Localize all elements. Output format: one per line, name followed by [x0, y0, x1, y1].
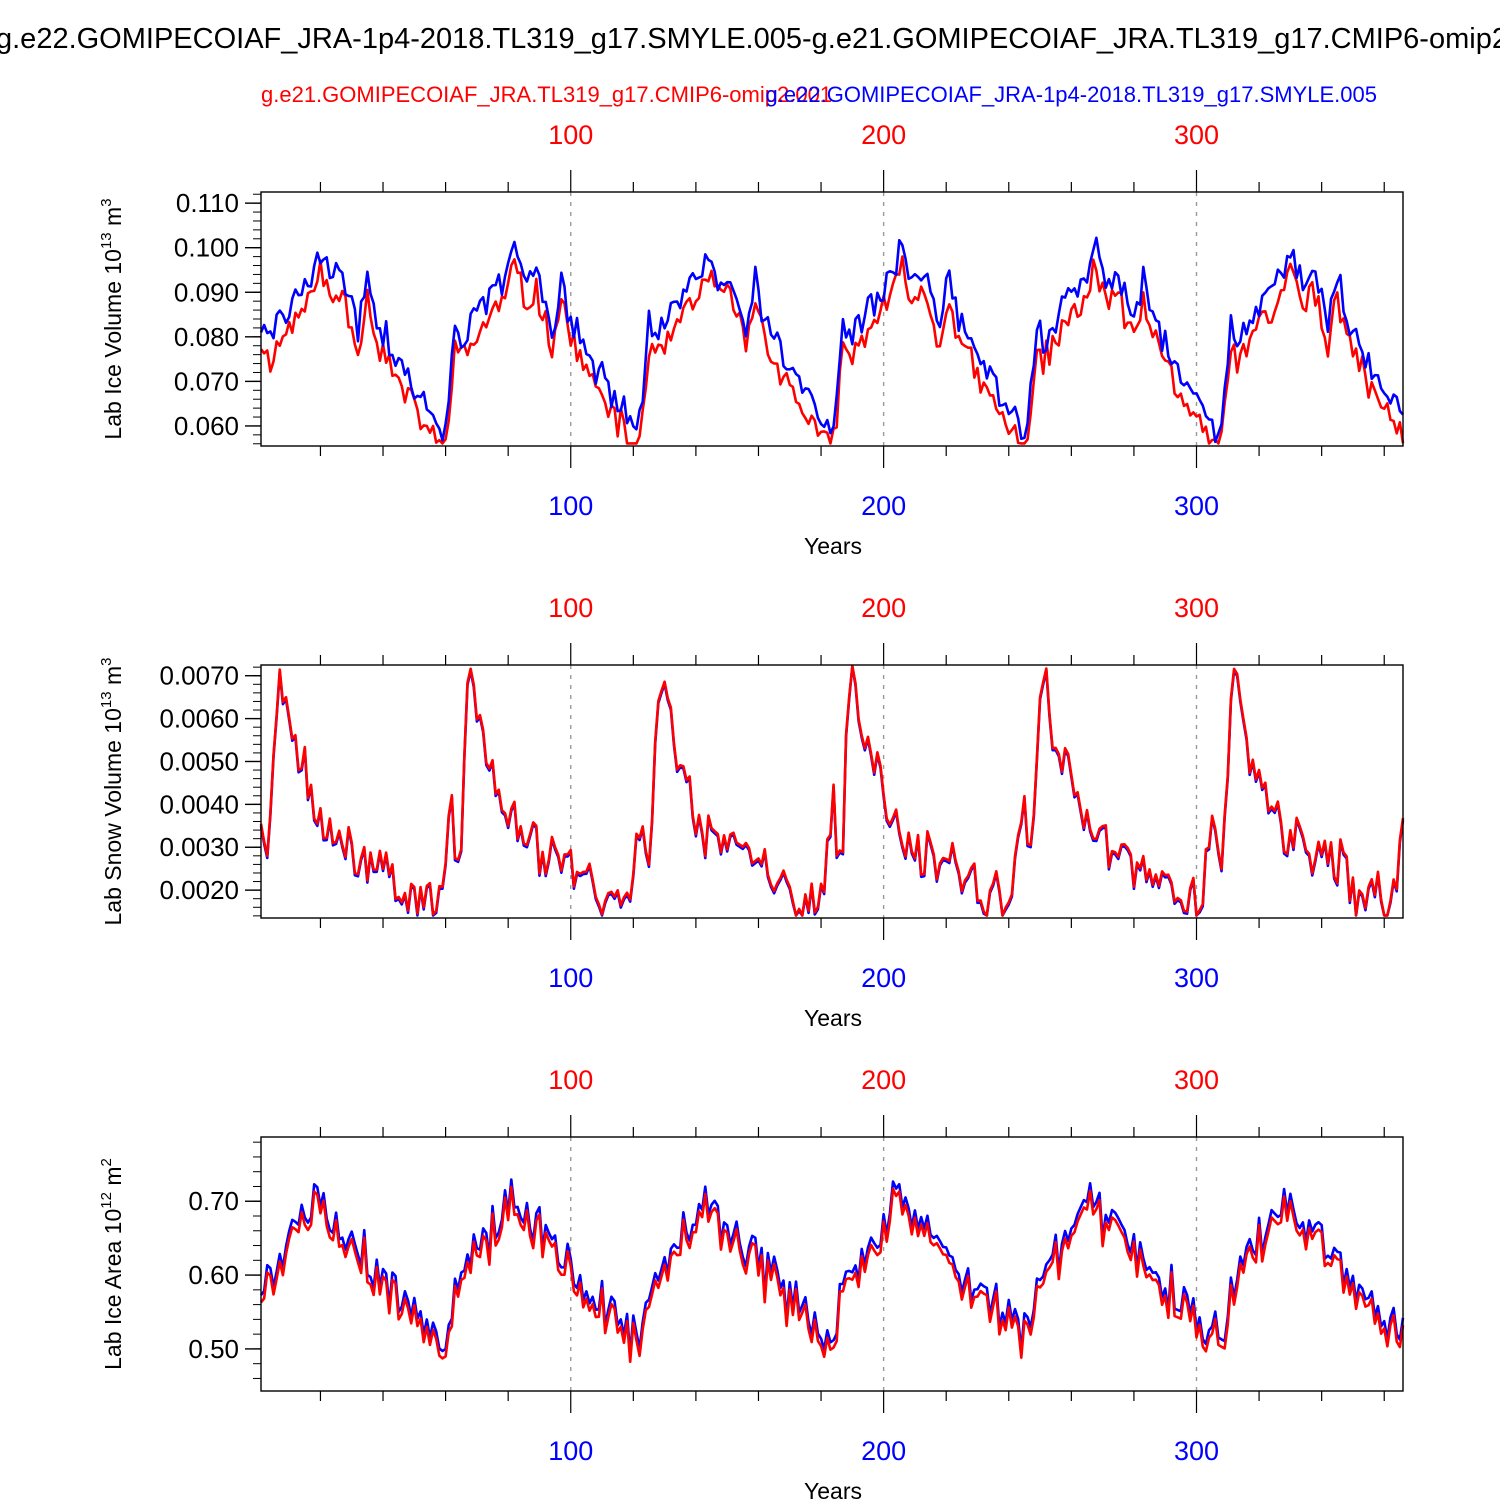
panel-ice-area: 0.50 0.60 0.70 100 200 300 100 200 300 Years Lab I…: [98, 1065, 1405, 1500]
ice-area-series-blue-line: [259, 1178, 1405, 1356]
ice-area-x-top-tick-label: 300: [1174, 1065, 1219, 1095]
snow-volume-x-bottom-tick-label: 300: [1174, 963, 1219, 993]
ice-volume-y-axis-label-part: 3: [98, 198, 115, 206]
snow-volume-y-tick-label: 0.0020: [159, 875, 239, 905]
snow-volume-y-axis-label-part: 3: [98, 658, 115, 666]
ice-volume-y-tick-label: 0.100: [174, 233, 239, 263]
ice-volume-x-bottom-tick-label: 100: [548, 491, 593, 521]
snow-volume-plot-frame: [260, 664, 1404, 919]
ice-area-plot-frame: [260, 1136, 1404, 1392]
ice-volume-x-axis-label: Years: [804, 533, 862, 559]
snow-volume-x-top-tick-label: 200: [861, 593, 906, 623]
ice-volume-y-tick-label: 0.060: [174, 411, 239, 441]
ice-area-x-bottom-tick-label: 200: [861, 1436, 906, 1466]
ice-area-y-tick-label: 0.60: [188, 1260, 239, 1290]
ice-area-y-axis-label-part: 12: [98, 1192, 115, 1209]
ice-volume-y-axis-label-part: 13: [98, 232, 115, 249]
snow-volume-y-axis-label: Lab Snow Volume 1013 m3: [98, 658, 126, 926]
ice-area-x-axis-label: Years: [804, 1478, 862, 1500]
snow-volume-y-tick-label: 0.0040: [159, 789, 239, 819]
figure-title: g.e22.GOMIPECOIAF_JRA-1p4-2018.TL319_g17…: [0, 23, 1500, 55]
panel-ice-volume: 0.060 0.070 0.080 0.090 0.100 0.110 100 200 300 1…: [98, 120, 1405, 559]
snow-volume-y-tick-label: 0.0030: [159, 832, 239, 862]
ice-area-y-axis-label: Lab Ice Area 1012 m2: [98, 1158, 126, 1370]
ice-area-series-red-line: [259, 1185, 1405, 1364]
ice-volume-x-top-tick-label: 300: [1174, 120, 1219, 150]
ice-volume-series-blue-line: [259, 236, 1404, 444]
ice-volume-x-top-tick-label: 200: [861, 120, 906, 150]
ice-area-y-tick-label: 0.70: [188, 1186, 239, 1216]
legend-blue-label: g.e22.GOMIPECOIAF_JRA-1p4-2018.TL319_g17…: [766, 82, 1377, 107]
snow-volume-y-tick-label: 0.0050: [159, 746, 239, 776]
snow-volume-y-axis-label-part: m: [100, 666, 126, 692]
ice-area-y-axis-label-part: m: [100, 1166, 126, 1192]
ice-volume-x-bottom-tick-label: 300: [1174, 491, 1219, 521]
snow-volume-x-bottom-tick-label: 200: [861, 963, 906, 993]
snow-volume-y-axis-label-part: 13: [98, 691, 115, 708]
legend-red-label: g.e21.GOMIPECOIAF_JRA.TL319_g17.CMIP6-om…: [261, 82, 832, 107]
ice-area-x-bottom-tick-label: 300: [1174, 1436, 1219, 1466]
ice-volume-y-axis-label-part: m: [100, 207, 126, 233]
ice-area-x-top-tick-label: 100: [548, 1065, 593, 1095]
ice-area-y-axis-label-part: Lab Ice Area 10: [100, 1209, 126, 1370]
snow-volume-y-tick-label: 0.0070: [159, 661, 239, 691]
panel-snow-volume: 0.0020 0.0030 0.0040 0.0050 0.0060 0.0070 100 2…: [98, 593, 1405, 1031]
ice-area-x-top-tick-label: 200: [861, 1065, 906, 1095]
ice-area-y-axis-label-part: 2: [98, 1158, 115, 1166]
snow-volume-y-tick-label: 0.0060: [159, 704, 239, 734]
snow-volume-x-top-tick-label: 100: [548, 593, 593, 623]
snow-volume-x-bottom-tick-label: 100: [548, 963, 593, 993]
ice-volume-y-tick-label: 0.080: [174, 322, 239, 352]
snow-volume-x-axis-label: Years: [804, 1005, 862, 1031]
snow-volume-series-red-line: [259, 664, 1405, 917]
ice-volume-y-axis-label: Lab Ice Volume 1013 m3: [98, 198, 126, 439]
ice-volume-x-top-tick-label: 100: [548, 120, 593, 150]
ice-volume-x-bottom-tick-label: 200: [861, 491, 906, 521]
ice-area-x-bottom-tick-label: 100: [548, 1436, 593, 1466]
ice-volume-series-red-line: [259, 255, 1405, 445]
ice-volume-y-axis-label-part: Lab Ice Volume 10: [100, 249, 126, 440]
ice-volume-y-tick-label: 0.070: [174, 366, 239, 396]
ice-volume-y-tick-label: 0.090: [174, 277, 239, 307]
snow-volume-y-axis-label-part: Lab Snow Volume 10: [100, 708, 126, 925]
ice-volume-y-tick-label: 0.110: [176, 188, 239, 218]
snow-volume-x-top-tick-label: 300: [1174, 593, 1219, 623]
ice-area-y-tick-label: 0.50: [188, 1334, 239, 1364]
